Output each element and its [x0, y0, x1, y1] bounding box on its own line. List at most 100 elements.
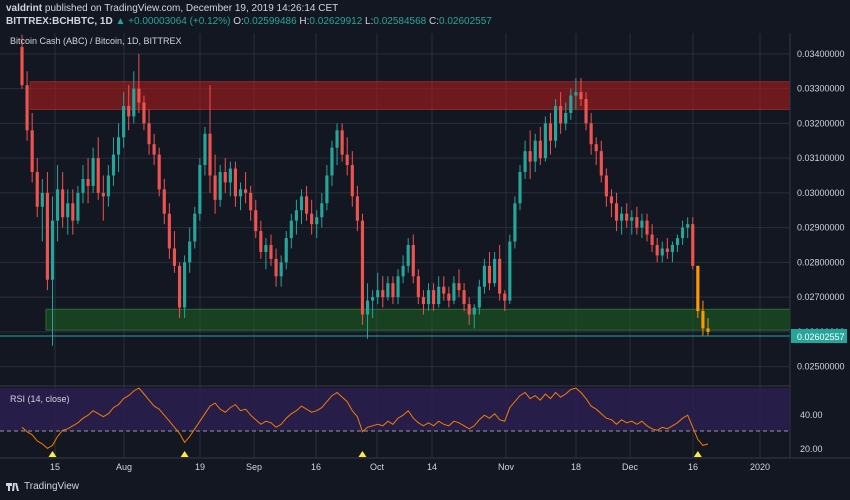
- candle-body: [467, 304, 471, 315]
- candle-body: [401, 265, 405, 277]
- time-label: Aug: [116, 462, 132, 472]
- bullish-triangle-icon: [358, 451, 367, 457]
- candle-body: [681, 227, 685, 239]
- candle-body: [493, 258, 497, 284]
- candle-body: [421, 297, 426, 305]
- candle-body: [437, 286, 441, 305]
- candle-body: [50, 220, 55, 280]
- candle-body: [508, 241, 512, 301]
- rsi-level-40: 40.00: [800, 410, 823, 420]
- time-label: 19: [195, 462, 205, 472]
- candle-body: [614, 203, 619, 221]
- candle-body: [203, 133, 207, 166]
- candle-body: [665, 248, 669, 252]
- candle-body: [706, 328, 710, 332]
- candle-body: [279, 262, 283, 277]
- candle-body: [528, 151, 532, 162]
- candle-body: [426, 290, 431, 305]
- candle-body: [147, 123, 151, 145]
- candle-body: [533, 140, 537, 162]
- price-label: 0.02500000: [797, 362, 845, 372]
- candle-body: [249, 192, 253, 211]
- candle-body: [452, 283, 456, 301]
- candle-body: [142, 102, 146, 124]
- candle-body: [244, 189, 248, 193]
- time-label: Nov: [498, 462, 515, 472]
- rsi-level-20: 20.00: [800, 444, 823, 454]
- candle-body: [233, 168, 237, 197]
- candle-body: [345, 154, 349, 166]
- symbol-label[interactable]: BITTREX:BCHBTC, 1D: [6, 16, 113, 27]
- candle-body: [691, 224, 695, 266]
- candle-body: [355, 196, 359, 221]
- time-label: 16: [311, 462, 321, 472]
- candle-body: [132, 88, 136, 117]
- tradingview-logo-icon: [6, 482, 20, 492]
- candle-body: [482, 265, 486, 287]
- candle-body: [569, 95, 573, 113]
- candle-body: [111, 154, 116, 176]
- candles[interactable]: [20, 34, 710, 346]
- author-name[interactable]: valdrint: [6, 3, 43, 14]
- time-label: Dec: [622, 462, 639, 472]
- close-value: 0.02602557: [439, 16, 492, 27]
- bullish-triangle-icon: [180, 451, 189, 457]
- candle-body: [701, 311, 705, 329]
- candle-body: [228, 168, 232, 183]
- candle-body: [162, 189, 166, 214]
- candle-body: [116, 137, 121, 155]
- candle-body: [177, 265, 182, 308]
- candle-body: [447, 293, 451, 301]
- candle-body: [294, 210, 298, 221]
- candle-body: [20, 46, 24, 86]
- candle-body: [320, 203, 324, 218]
- rsi-markers: [48, 451, 702, 457]
- tradingview-logo[interactable]: TradingView: [6, 481, 79, 492]
- candle-body: [589, 123, 593, 145]
- price-label: 0.03200000: [797, 118, 845, 128]
- candle-body: [513, 203, 517, 242]
- candle-body: [91, 158, 95, 186]
- candle-body: [218, 172, 222, 200]
- close-key: C:: [429, 16, 440, 27]
- candle-body: [183, 262, 187, 308]
- candle-body: [432, 290, 436, 305]
- price-label: 0.03400000: [797, 49, 845, 59]
- candle-body: [340, 130, 344, 155]
- candle-body: [284, 238, 288, 263]
- publish-info: valdrint published on TradingView.com, D…: [6, 3, 338, 14]
- price-label: 0.02900000: [797, 223, 845, 233]
- candle-body: [86, 178, 90, 186]
- candle-body: [599, 151, 603, 176]
- candle-body: [381, 290, 385, 298]
- candle-body: [498, 258, 502, 294]
- time-label: Sep: [246, 462, 262, 472]
- rsi-line: [21, 387, 709, 450]
- candle-body: [208, 133, 212, 176]
- candle-body: [630, 217, 634, 221]
- candle-body: [574, 92, 578, 96]
- high-key: H:: [299, 16, 310, 27]
- candle-body: [152, 144, 156, 155]
- logo-text: TradingView: [24, 481, 80, 492]
- candle-body: [40, 192, 44, 207]
- candle-body: [330, 147, 334, 176]
- time-label: 15: [50, 462, 60, 472]
- candle-body: [594, 144, 598, 152]
- candle-body: [71, 203, 75, 221]
- candle-body: [61, 189, 65, 218]
- current-price-tag: [791, 329, 847, 343]
- candle-body: [76, 192, 80, 221]
- candle-body: [625, 213, 629, 221]
- candle-body: [360, 220, 365, 315]
- candle-body: [223, 172, 227, 183]
- candle-body: [579, 92, 583, 100]
- candle-body: [548, 123, 553, 141]
- candle-body: [584, 99, 588, 124]
- candle-body: [55, 189, 60, 221]
- ohlc-line: BITTREX:BCHBTC, 1D ▲ +0.00003064 (+0.12%…: [6, 16, 492, 27]
- time-axis[interactable]: 15 Aug 19 Sep 16 Oct 14 Nov 18 Dec 16 2020: [50, 462, 770, 472]
- candle-body: [640, 220, 644, 228]
- candle-body: [543, 123, 547, 159]
